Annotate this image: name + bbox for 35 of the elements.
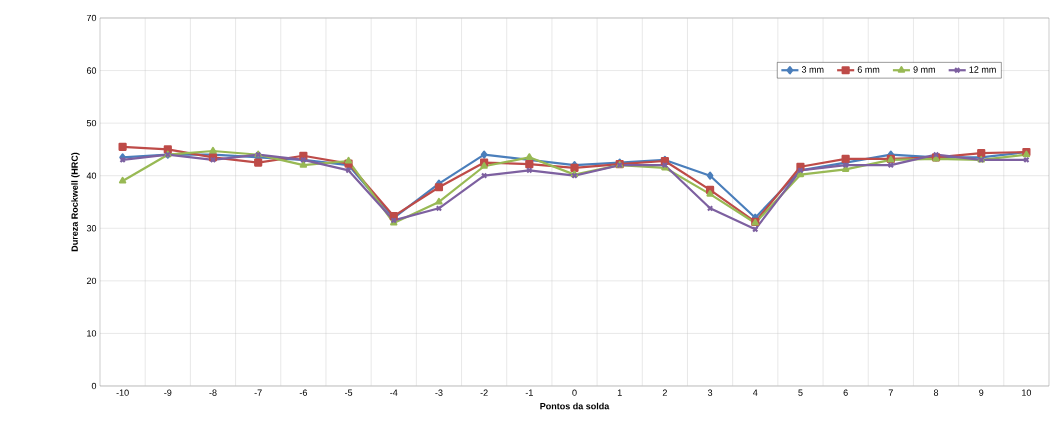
x-tick-label: 9: [979, 389, 984, 396]
x-tick-label: 8: [933, 389, 939, 396]
y-tick-label: 60: [86, 67, 97, 74]
x-tick-label: 6: [843, 389, 848, 396]
x-tick-label: -3: [435, 389, 443, 396]
x-tick-label: -10: [116, 389, 129, 396]
x-tick-label: 2: [662, 389, 667, 396]
legend-label: 9 mm: [913, 66, 935, 73]
x-tick-label: 7: [888, 389, 893, 396]
x-tick-label: 4: [752, 389, 758, 396]
x-tick-label: -7: [254, 389, 262, 396]
y-tick-label: 40: [86, 172, 97, 179]
legend-label: 12 mm: [969, 66, 996, 73]
y-tick-label: 20: [86, 277, 97, 285]
x-tick-label: -8: [209, 389, 217, 396]
x-tick-label: -1: [525, 389, 533, 396]
x-tick-label: 5: [798, 389, 803, 396]
legend-label: 6 mm: [857, 66, 880, 73]
x-tick-label: 1: [617, 389, 622, 396]
x-axis-title: Pontos da solda: [540, 402, 610, 410]
y-tick-label: 0: [91, 382, 97, 390]
legend-label: 3 mm: [801, 66, 824, 73]
y-axis-title: Dureza Rockwell (HRC): [71, 152, 80, 252]
x-tick-label: -4: [390, 389, 398, 396]
y-tick-label: 50: [86, 119, 97, 127]
y-tick-label: 30: [86, 225, 97, 232]
y-tick-label: 70: [86, 14, 97, 22]
x-tick-label: -2: [480, 389, 488, 396]
x-tick-label: 3: [707, 389, 713, 396]
y-tick-label: 10: [87, 330, 97, 337]
x-tick-label: -5: [344, 389, 353, 396]
x-tick-label: 0: [572, 389, 577, 396]
x-tick-label: -9: [164, 389, 172, 396]
x-tick-label: 10: [1022, 389, 1032, 396]
x-tick-label: -6: [299, 389, 307, 396]
